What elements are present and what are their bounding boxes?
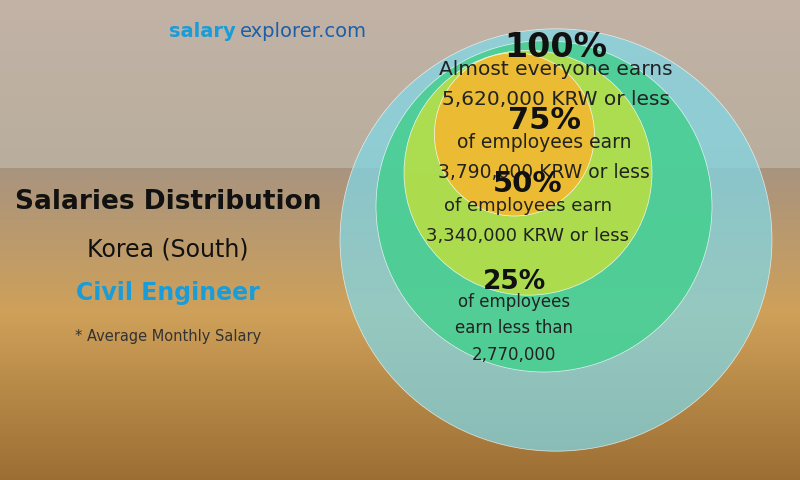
Text: 3,790,000 KRW or less: 3,790,000 KRW or less [438, 163, 650, 182]
Ellipse shape [340, 29, 772, 451]
Text: Salaries Distribution: Salaries Distribution [14, 189, 322, 215]
Text: 100%: 100% [505, 31, 607, 64]
Text: Almost everyone earns: Almost everyone earns [439, 60, 673, 79]
Text: 25%: 25% [482, 269, 546, 295]
Text: earn less than: earn less than [455, 319, 574, 337]
Text: 2,770,000: 2,770,000 [472, 346, 557, 364]
Text: 75%: 75% [507, 106, 581, 134]
Ellipse shape [404, 50, 652, 295]
Text: salary: salary [170, 22, 236, 41]
Text: 5,620,000 KRW or less: 5,620,000 KRW or less [442, 90, 670, 109]
Text: 3,340,000 KRW or less: 3,340,000 KRW or less [426, 227, 630, 245]
Text: 50%: 50% [493, 170, 563, 198]
Text: of employees: of employees [458, 293, 570, 311]
Text: * Average Monthly Salary: * Average Monthly Salary [75, 328, 261, 344]
Text: of employees earn: of employees earn [444, 197, 612, 215]
Text: Civil Engineer: Civil Engineer [76, 281, 260, 305]
Ellipse shape [434, 53, 594, 216]
Ellipse shape [376, 41, 712, 372]
Text: explorer.com: explorer.com [240, 22, 367, 41]
Text: of employees earn: of employees earn [457, 133, 631, 153]
Text: Korea (South): Korea (South) [87, 238, 249, 262]
